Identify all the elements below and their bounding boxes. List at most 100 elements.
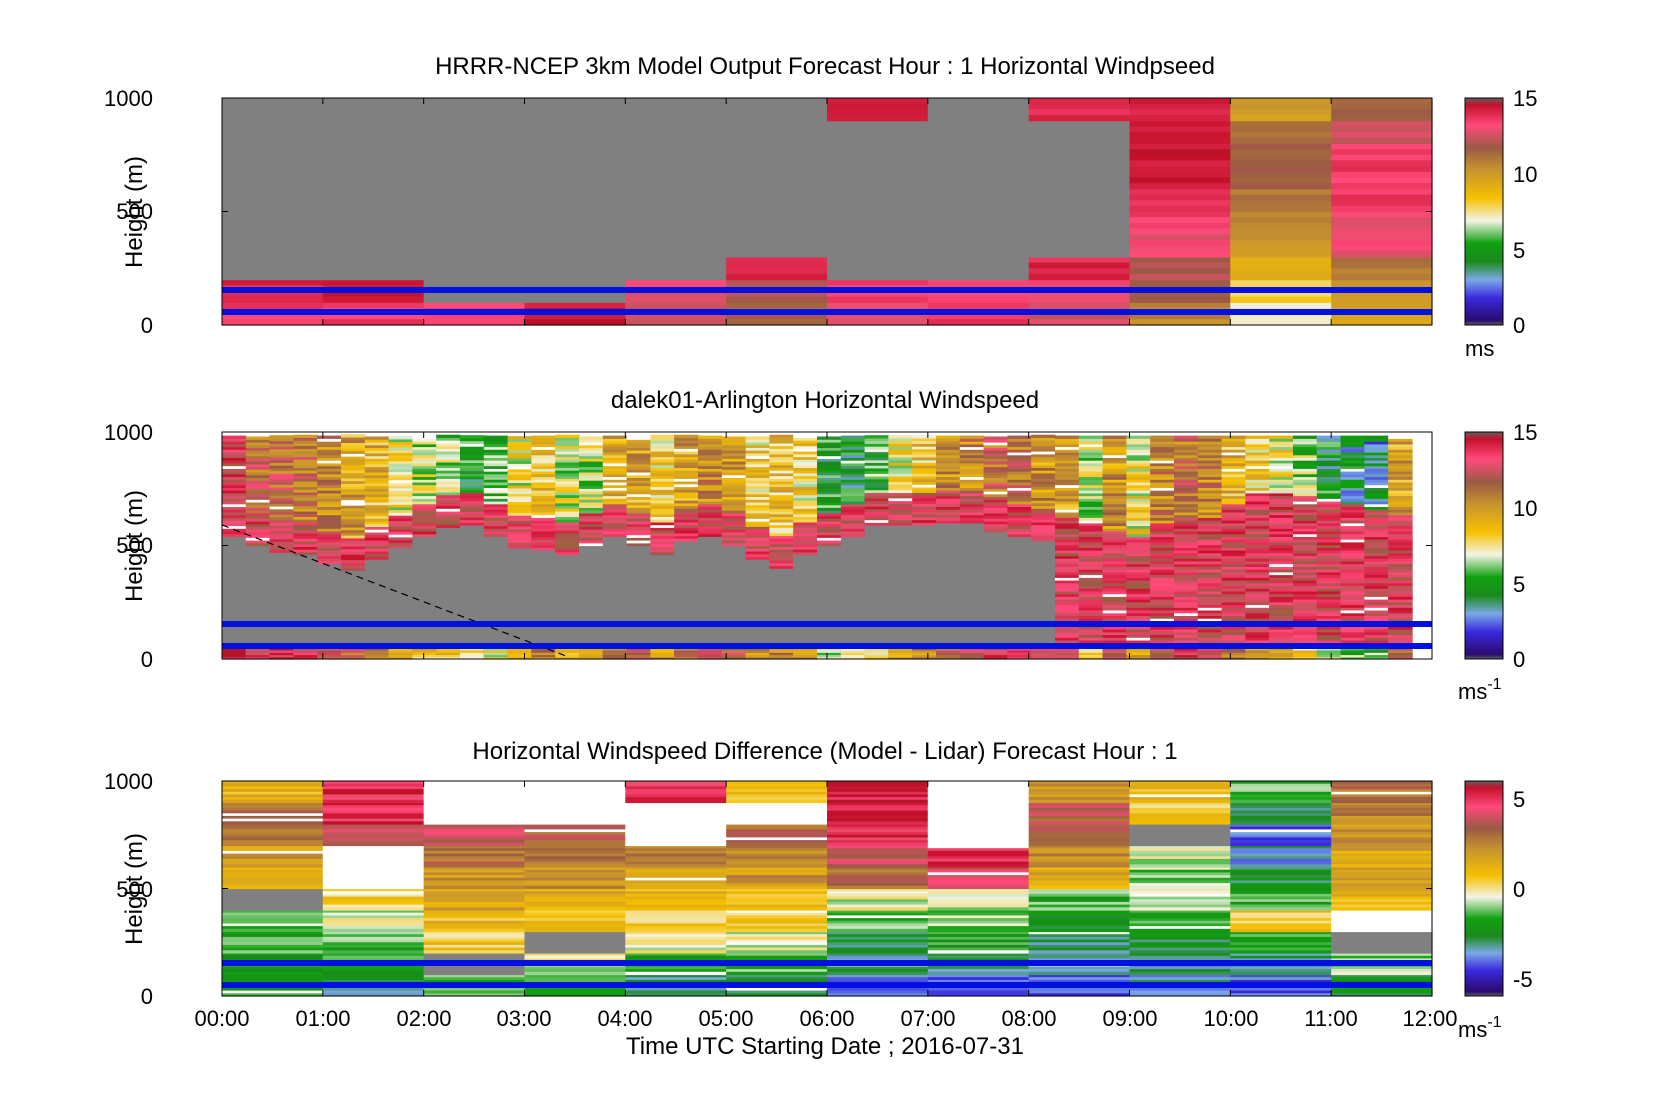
heatmap-cell <box>412 506 437 510</box>
heatmap-cell <box>423 896 526 900</box>
heatmap-cell <box>1129 861 1231 865</box>
heatmap-cell <box>721 523 747 527</box>
heatmap-cell <box>1197 490 1223 494</box>
heatmap-cell <box>1269 647 1294 651</box>
heatmap-cell <box>531 531 556 535</box>
heatmap-cell <box>1129 262 1231 269</box>
heatmap-cell <box>840 473 866 478</box>
heatmap-cell <box>1269 654 1294 658</box>
heatmap-cell <box>650 546 675 550</box>
heatmap-cell <box>912 656 937 660</box>
heatmap-cell <box>412 649 437 653</box>
heatmap-cell <box>602 490 628 494</box>
heatmap-cell <box>1316 473 1342 478</box>
heatmap-cell <box>625 993 727 997</box>
heatmap-cell <box>726 799 828 804</box>
heatmap-cell <box>726 794 828 798</box>
heatmap-cell <box>936 652 961 656</box>
heatmap-cell <box>1150 574 1175 578</box>
heatmap-cell <box>1269 547 1294 551</box>
heatmap-cell <box>1150 528 1175 532</box>
heatmap-cell <box>1174 531 1199 535</box>
heatmap-cell <box>983 521 1008 525</box>
heatmap-cell <box>1031 502 1056 507</box>
heatmap-cell <box>1245 525 1270 529</box>
heatmap-cell <box>888 489 913 493</box>
heatmap-cell <box>674 470 699 474</box>
heatmap-cell <box>222 228 324 235</box>
heatmap-cell <box>524 942 626 946</box>
heatmap-cell <box>524 137 626 144</box>
heatmap-cell <box>222 471 247 475</box>
heatmap-cell <box>222 901 324 906</box>
heatmap-cell <box>412 484 437 488</box>
heatmap-cell <box>745 444 770 448</box>
heatmap-cell <box>1340 476 1365 480</box>
heatmap-cell <box>1174 441 1199 445</box>
heatmap-cell <box>1150 454 1175 458</box>
heatmap-cell <box>1316 634 1342 638</box>
heatmap-cell <box>983 458 1008 462</box>
heatmap-cell <box>721 518 747 522</box>
heatmap-cell <box>1129 296 1231 303</box>
heatmap-cell <box>1293 481 1318 486</box>
heatmap-cell <box>1364 454 1389 458</box>
heatmap-cell <box>626 537 651 541</box>
heatmap-cell <box>1007 449 1032 453</box>
heatmap-cell <box>322 834 425 839</box>
heatmap-cell <box>1230 103 1332 110</box>
heatmap-cell <box>726 115 828 122</box>
heatmap-cell <box>1221 479 1246 483</box>
heatmap-cell <box>436 521 461 526</box>
heatmap-cell <box>222 520 247 524</box>
heatmap-cell <box>1221 544 1246 548</box>
x-tick-label: 04:00 <box>597 1006 652 1031</box>
heatmap-cell <box>1331 115 1433 122</box>
heatmap-cell <box>222 649 247 653</box>
heatmap-cell <box>726 867 828 871</box>
heatmap-cell <box>341 469 366 473</box>
heatmap-cell <box>1028 883 1131 887</box>
heatmap-cell <box>726 802 828 806</box>
heatmap-cell <box>1221 582 1246 586</box>
heatmap-cell <box>531 487 556 491</box>
heatmap-cell <box>423 115 526 122</box>
heatmap-cell <box>1055 490 1080 494</box>
heatmap-cell <box>927 821 1030 825</box>
heatmap-cell <box>460 467 485 472</box>
heatmap-cell <box>269 467 294 472</box>
heatmap-cell <box>245 482 271 487</box>
heatmap-cell <box>840 435 866 439</box>
heatmap-cell <box>1174 501 1199 505</box>
heatmap-cell <box>745 496 770 500</box>
heatmap-cell <box>827 858 929 863</box>
heatmap-cell <box>1269 449 1294 453</box>
heatmap-cell <box>460 649 485 653</box>
heatmap-cell <box>507 471 532 475</box>
heatmap-cell <box>1102 652 1127 656</box>
heatmap-cell <box>1269 580 1294 584</box>
heatmap-cell <box>1245 517 1270 521</box>
heatmap-cell <box>1269 528 1294 532</box>
heatmap-cell <box>555 464 580 468</box>
heatmap-cell <box>1055 634 1080 638</box>
heatmap-cell <box>1269 634 1294 638</box>
heatmap-cell <box>1102 656 1127 660</box>
heatmap-cell <box>827 296 929 303</box>
heatmap-cell <box>507 474 532 478</box>
heatmap-cell <box>840 517 866 521</box>
heatmap-cell <box>388 452 413 456</box>
heatmap-cell <box>1102 569 1127 573</box>
heatmap-cell <box>864 503 889 507</box>
heatmap-cell <box>1028 783 1131 787</box>
heatmap-cell <box>507 501 532 505</box>
heatmap-cell <box>1230 824 1332 828</box>
heatmap-cell <box>1388 495 1413 499</box>
heatmap-cell <box>531 506 556 510</box>
heatmap-cell <box>555 530 580 534</box>
heatmap-cell <box>1245 495 1270 499</box>
heatmap-cell <box>317 446 342 450</box>
heatmap-cell <box>769 654 794 658</box>
heatmap-cell <box>245 652 271 656</box>
heatmap-cell <box>817 458 842 462</box>
